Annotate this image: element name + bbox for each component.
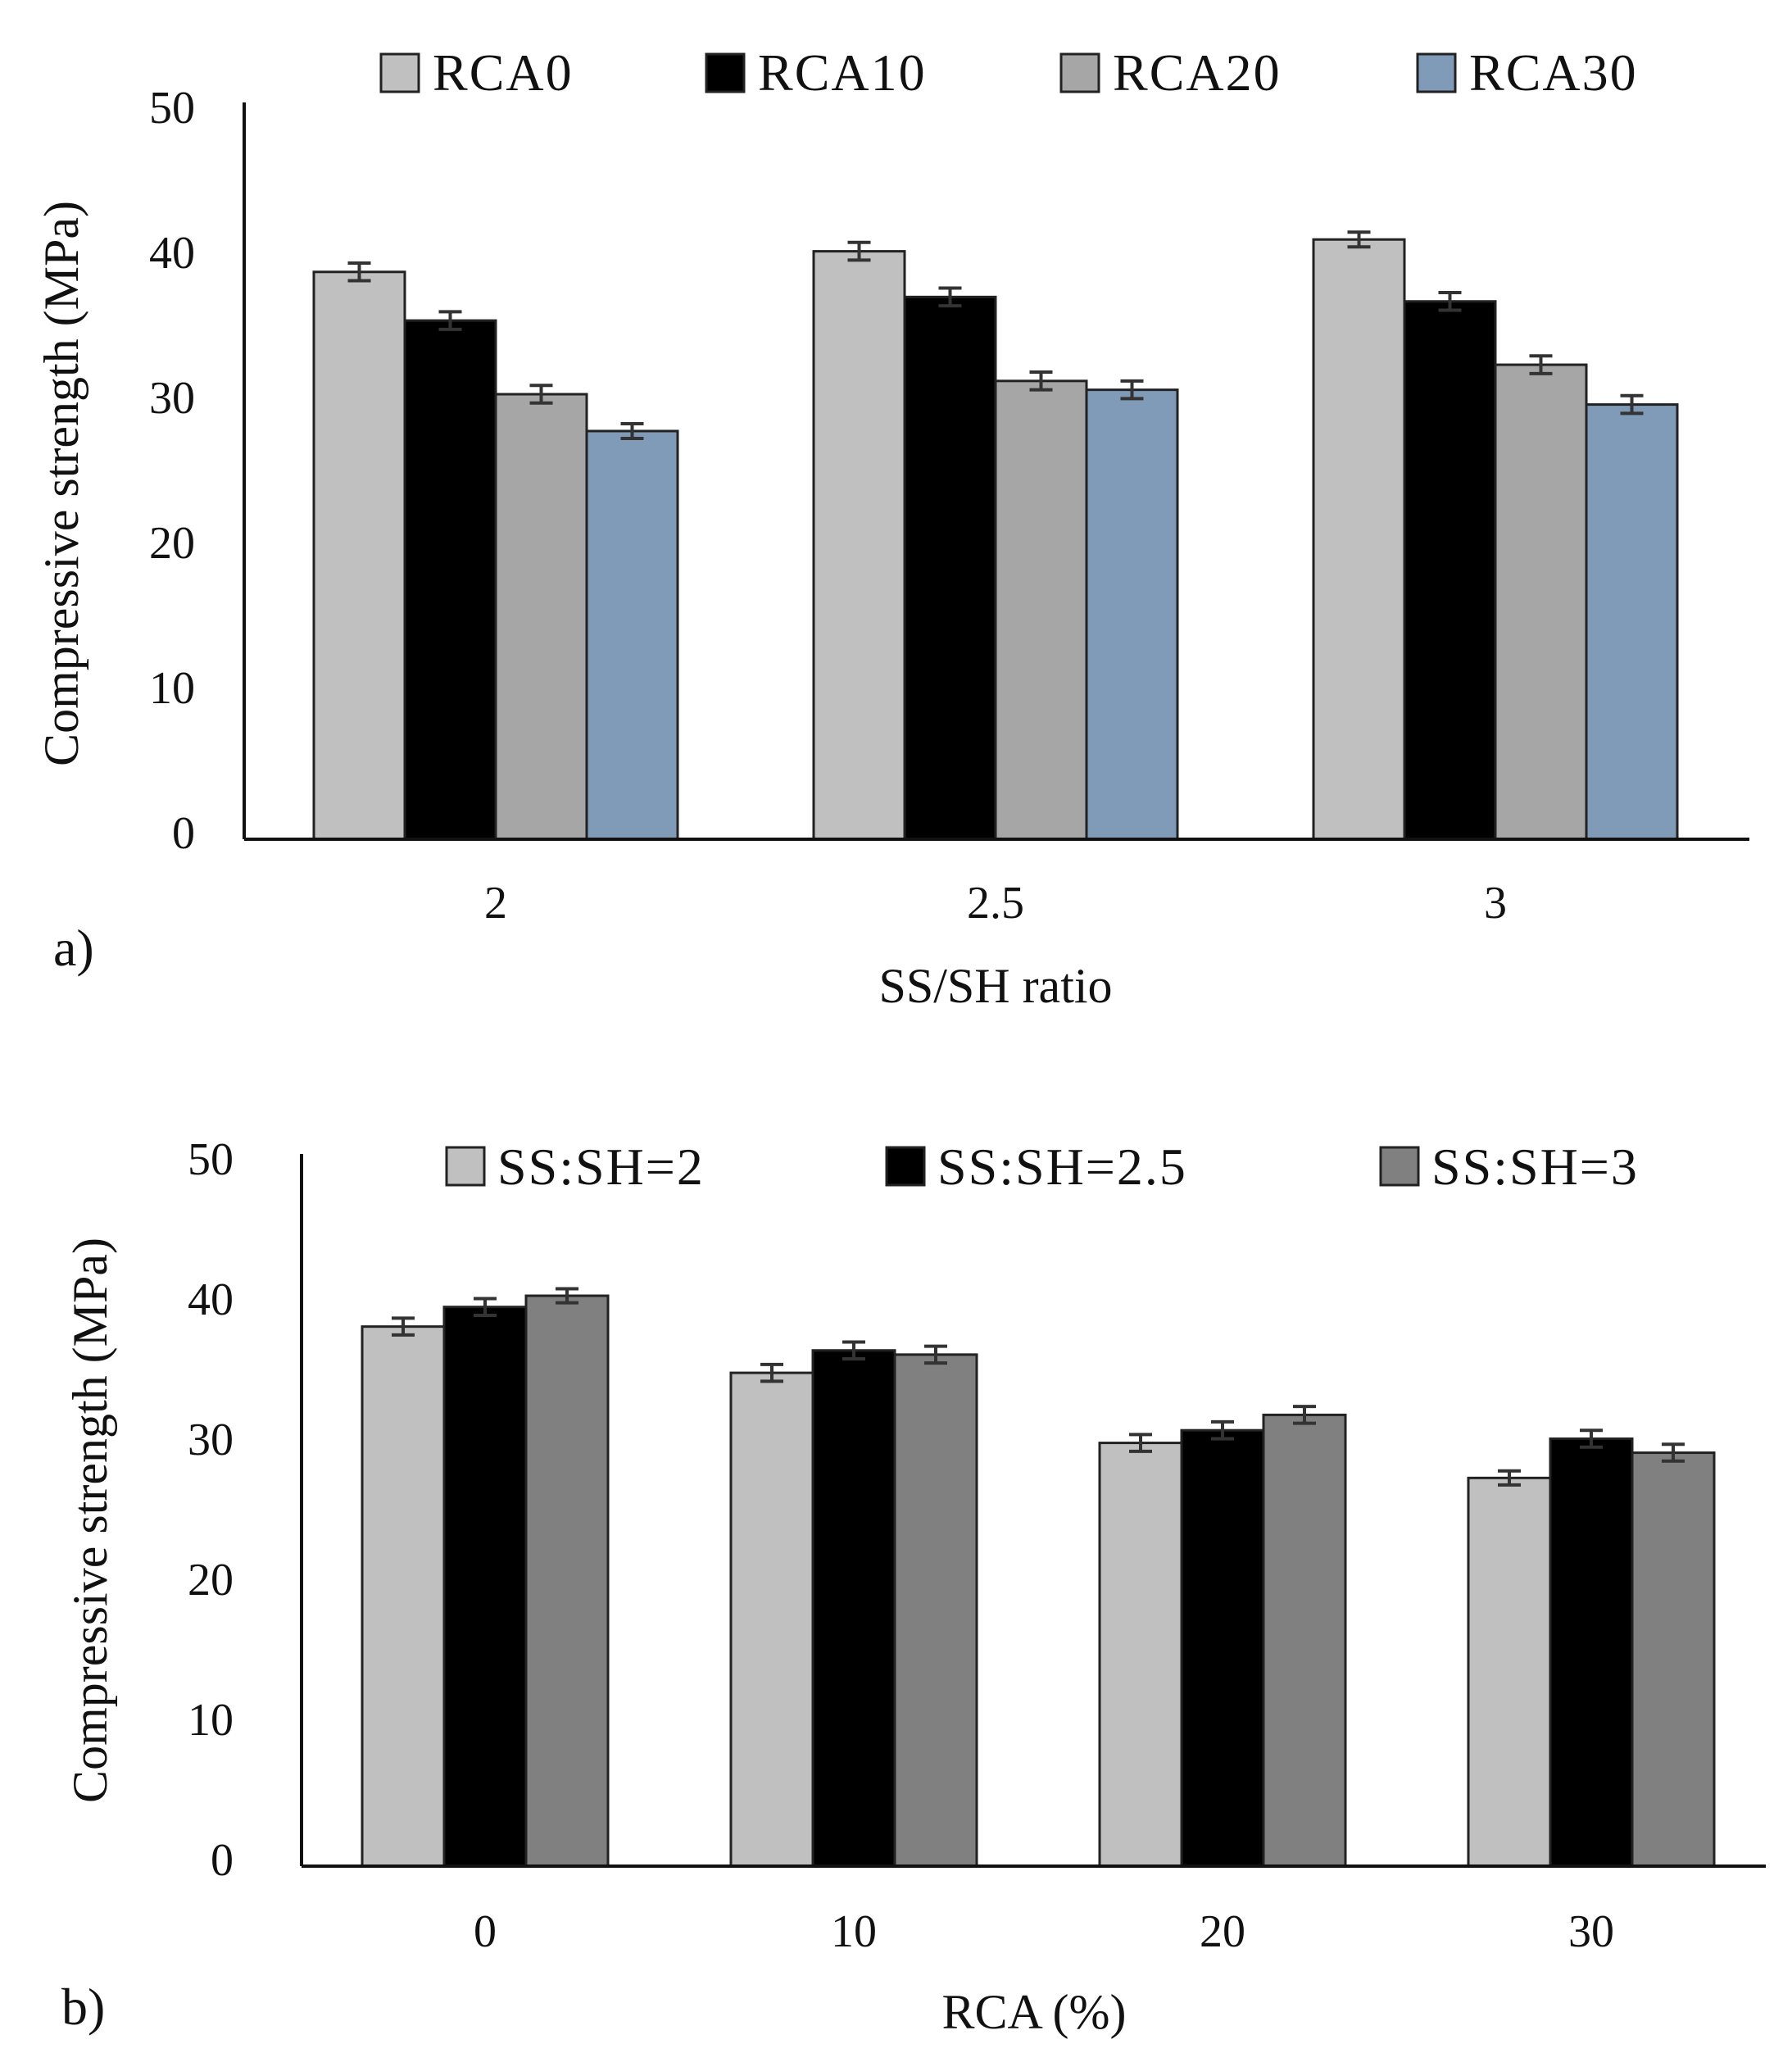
chart-a-bar xyxy=(494,393,588,841)
chart-b: 50 40 30 20 10 0 Compressive strength (M… xyxy=(61,1134,1766,2039)
chart-a-xtick-label: 2 xyxy=(484,878,507,929)
chart-b-error-bar xyxy=(760,1362,783,1383)
chart-a-bar xyxy=(1494,363,1588,841)
chart-b-ytick-label: 20 xyxy=(188,1555,234,1606)
chart-b-error-bar xyxy=(1498,1469,1521,1487)
chart-a-error-bar xyxy=(529,384,553,405)
chart-b-legend-swatch xyxy=(885,1146,926,1187)
chart-b-error-bar xyxy=(924,1344,947,1365)
chart-a-error-bar xyxy=(847,240,871,262)
chart-b-error-bar xyxy=(474,1297,497,1317)
chart-b-y-axis-title: Compressive strength (MPa) xyxy=(63,1238,117,1803)
chart-b-ytick-label: 50 xyxy=(188,1134,234,1185)
chart-a-bar xyxy=(903,295,997,841)
chart-a-error-bar xyxy=(1438,290,1462,312)
chart-b-ytick-label: 10 xyxy=(188,1695,234,1746)
chart-a-legend-swatch xyxy=(1416,52,1457,93)
chart-b-bar xyxy=(1098,1442,1183,1868)
chart-a-error-bar xyxy=(1347,230,1371,249)
chart-a-bar xyxy=(1085,388,1179,841)
chart-a-legend-label: RCA20 xyxy=(1113,43,1282,102)
chart-a-bar xyxy=(585,429,679,841)
chart-a-ytick-label: 0 xyxy=(172,808,195,859)
chart-b-bar xyxy=(1262,1413,1347,1868)
chart-a-bar xyxy=(994,379,1088,841)
chart-a-ytick-label: 10 xyxy=(149,663,195,714)
chart-a-error-bar xyxy=(1529,354,1553,375)
chart-b-error-bar xyxy=(842,1340,865,1360)
chart-b-x-axis-title: RCA (%) xyxy=(942,1985,1127,2039)
chart-b-bar xyxy=(524,1294,610,1868)
chart-b-bar xyxy=(893,1353,978,1868)
chart-b-xtick-label: 20 xyxy=(1200,1906,1245,1957)
chart-a-legend-swatch xyxy=(1059,52,1100,93)
chart-a-error-bar xyxy=(1620,393,1644,416)
chart-b-xtick-label: 10 xyxy=(831,1906,877,1957)
chart-b-error-bar xyxy=(1662,1442,1685,1463)
chart-b-ytick-label: 30 xyxy=(188,1415,234,1465)
chart-b-legend-swatch xyxy=(1379,1146,1420,1187)
chart-b-bar xyxy=(1549,1437,1634,1868)
chart-b-legend-swatch xyxy=(445,1146,486,1187)
chart-a-ytick-label: 30 xyxy=(149,373,195,424)
chart-a-legend-swatch xyxy=(705,52,746,93)
chart-b-panel-label: b) xyxy=(61,1978,105,2036)
chart-b-bar xyxy=(1180,1428,1265,1868)
chart-b-error-bar xyxy=(392,1316,415,1337)
chart-a-legend-label: RCA30 xyxy=(1469,43,1638,102)
chart-b-error-bar xyxy=(556,1287,578,1305)
chart-a-error-bar xyxy=(620,421,644,440)
chart-a-error-bar xyxy=(1029,370,1053,392)
chart-b-bar xyxy=(361,1325,446,1868)
chart-a-xtick-label: 3 xyxy=(1484,878,1507,929)
chart-b-ytick-label: 0 xyxy=(211,1835,234,1886)
chart-a-error-bar xyxy=(438,310,462,331)
chart-a-error-bar xyxy=(347,261,371,283)
chart-b-bar xyxy=(442,1306,528,1868)
chart-b-error-bar xyxy=(1580,1428,1603,1449)
chart-b-legend-label: SS:SH=3 xyxy=(1431,1138,1639,1196)
chart-a-y-axis-title: Compressive strength (MPa) xyxy=(34,201,88,766)
chart-a-legend-swatch xyxy=(379,52,420,93)
chart-b-error-bar xyxy=(1211,1419,1234,1441)
chart-b-bar xyxy=(811,1349,896,1868)
chart-a-panel-label: a) xyxy=(53,919,94,977)
chart-b-bars xyxy=(361,1287,1716,1868)
chart-b-error-bar xyxy=(1293,1405,1316,1425)
chart-a-legend: RCA0 RCA10 RCA20 RCA30 xyxy=(379,43,1638,102)
chart-b-legend-label: SS:SH=2 xyxy=(497,1138,705,1196)
chart-b-xtick-label: 0 xyxy=(474,1906,497,1957)
chart-b-bar xyxy=(1631,1451,1716,1868)
chart-a-ytick-label: 20 xyxy=(149,518,195,569)
chart-a-xtick-label: 2.5 xyxy=(967,878,1024,929)
chart-a-bar xyxy=(403,319,497,841)
chart-a-ytick-label: 40 xyxy=(149,228,195,279)
chart-a-ytick-label: 50 xyxy=(149,83,195,134)
chart-b-xtick-label: 30 xyxy=(1568,1906,1614,1957)
chart-a-error-bar xyxy=(938,286,962,308)
chart-a-bar xyxy=(1585,403,1679,841)
chart-b-legend-label: SS:SH=2.5 xyxy=(937,1138,1187,1196)
chart-b-bar xyxy=(729,1371,814,1868)
chart-b-ytick-label: 40 xyxy=(188,1274,234,1325)
chart-a-bars xyxy=(312,230,1679,841)
chart-b-error-bar xyxy=(1129,1433,1152,1453)
chart-a-bar xyxy=(812,250,906,841)
chart-a-error-bar xyxy=(1120,379,1144,401)
chart-a-bar xyxy=(312,270,406,841)
chart-a: 50 40 30 20 10 0 Compressive strength (M… xyxy=(34,43,1749,1013)
chart-a-x-axis-title: SS/SH ratio xyxy=(878,959,1112,1013)
chart-b-legend: SS:SH=2 SS:SH=2.5 SS:SH=3 xyxy=(445,1138,1639,1196)
chart-a-bar xyxy=(1312,238,1406,841)
chart-a-legend-label: RCA10 xyxy=(758,43,927,102)
chart-b-bar xyxy=(1467,1476,1552,1868)
chart-a-legend-label: RCA0 xyxy=(433,43,574,102)
chart-a-bar xyxy=(1403,300,1497,841)
